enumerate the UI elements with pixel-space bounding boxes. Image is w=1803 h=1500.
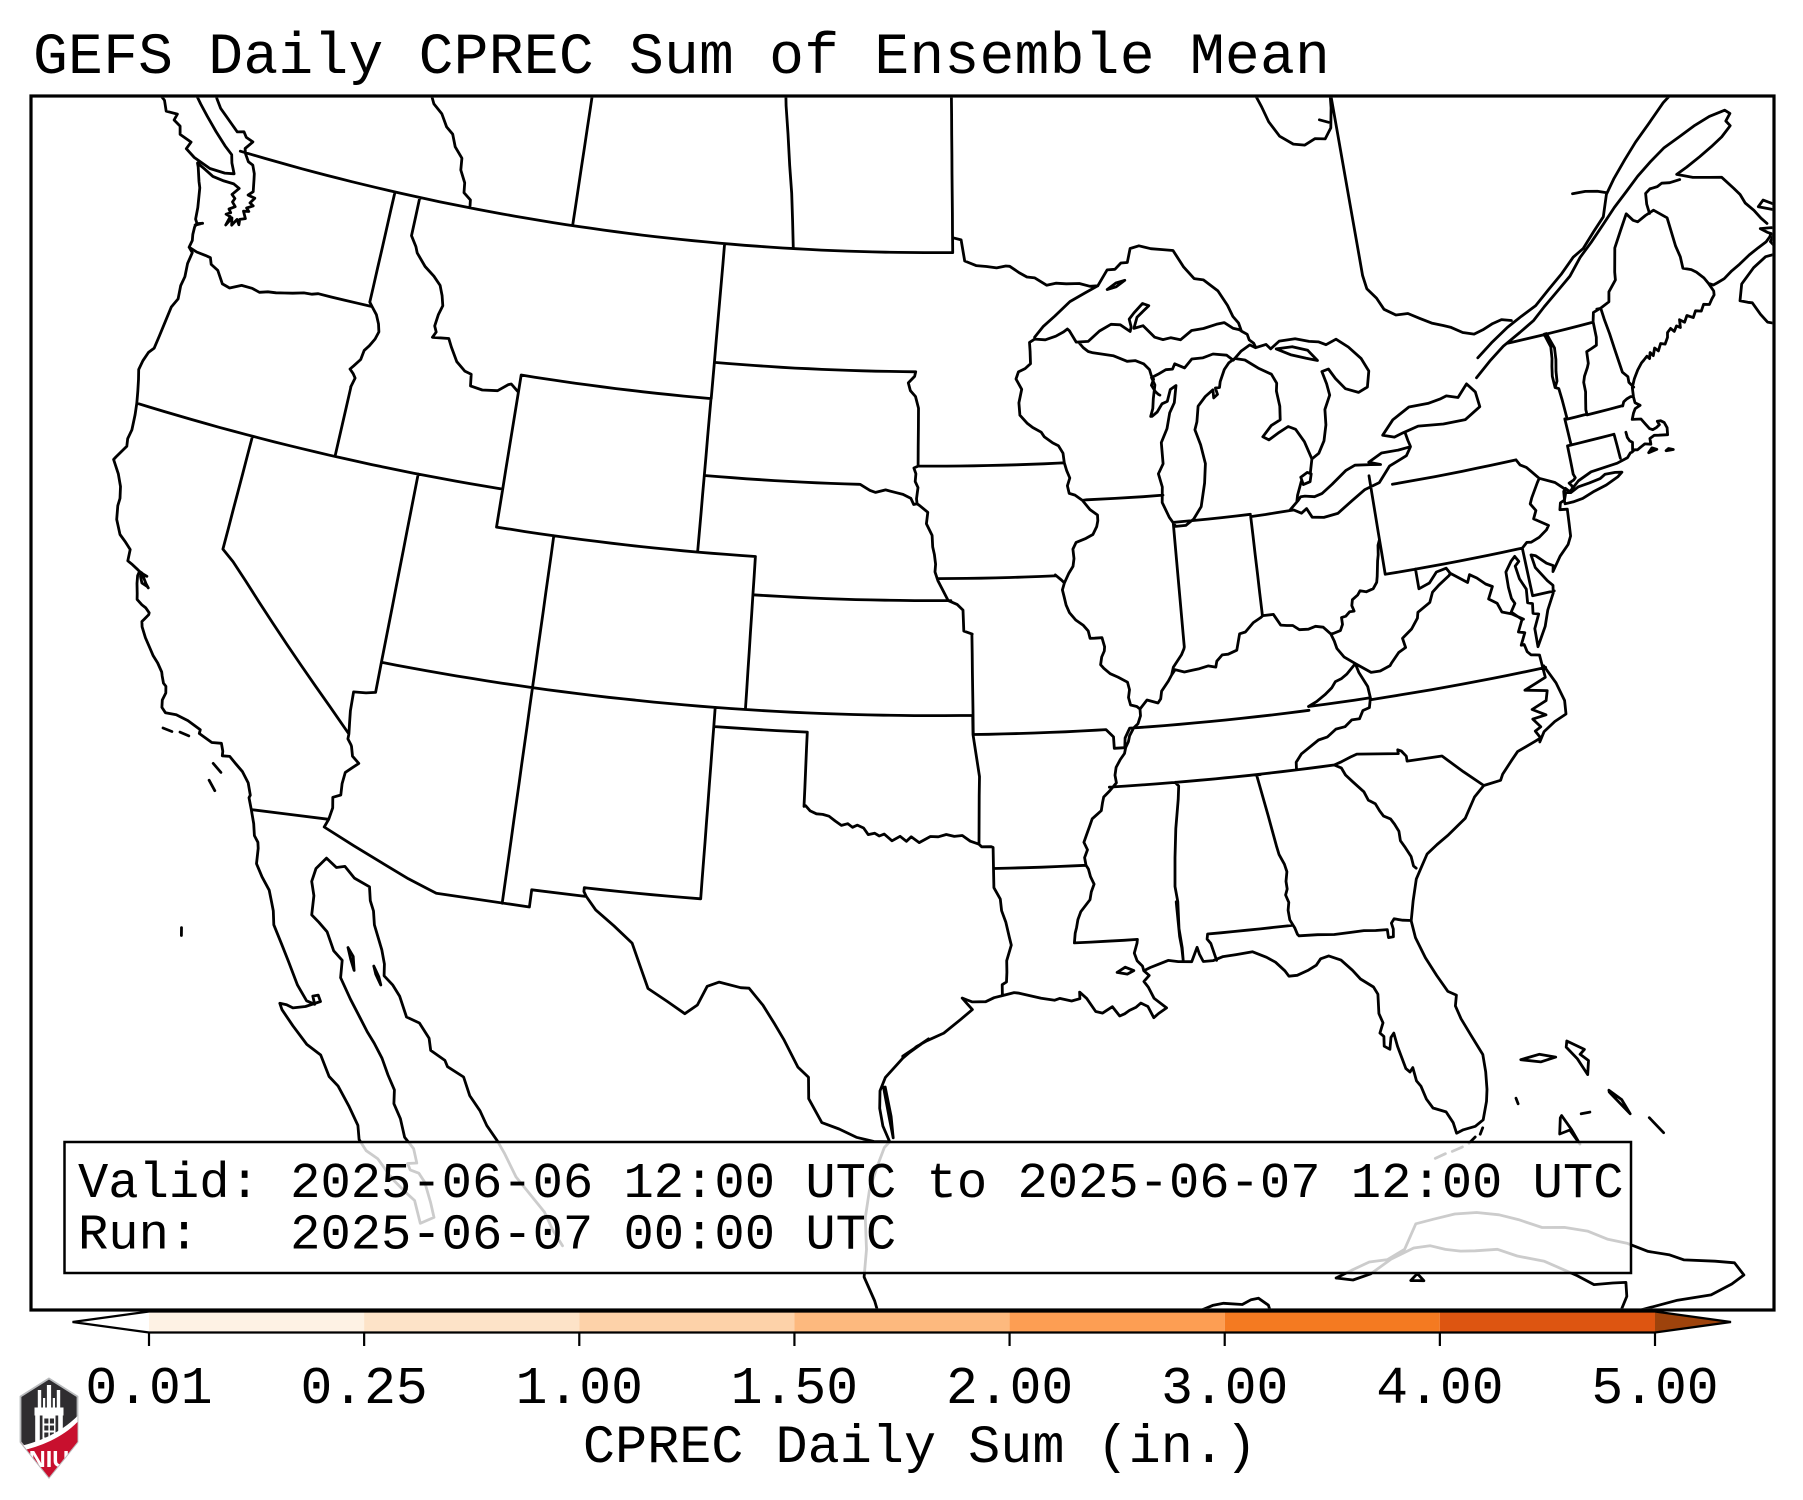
svg-text:Run: 2025-06-07 00:00 UTC: Run: 2025-06-07 00:00 UTC (78, 1208, 896, 1265)
svg-text:0.01: 0.01 (85, 1359, 212, 1419)
svg-text:3.00: 3.00 (1161, 1359, 1288, 1419)
svg-text:GEFS Daily CPREC Sum of Ensemb: GEFS Daily CPREC Sum of Ensemble Mean (33, 26, 1330, 91)
svg-text:CPREC Daily Sum (in.): CPREC Daily Sum (in.) (583, 1418, 1257, 1479)
svg-text:5.00: 5.00 (1591, 1359, 1718, 1419)
svg-text:4.00: 4.00 (1376, 1359, 1503, 1419)
svg-text:0.25: 0.25 (300, 1359, 427, 1419)
svg-text:1.50: 1.50 (731, 1359, 858, 1419)
svg-text:2.00: 2.00 (946, 1359, 1073, 1419)
svg-text:1.00: 1.00 (516, 1359, 643, 1419)
svg-text:Valid: 2025-06-06 12:00 UTC to: Valid: 2025-06-06 12:00 UTC to 2025-06-0… (78, 1156, 1624, 1213)
